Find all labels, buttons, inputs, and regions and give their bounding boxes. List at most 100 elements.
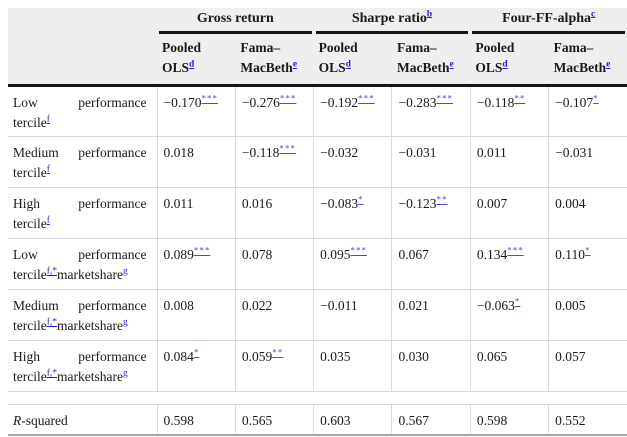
table-cell: 0.011	[156, 187, 236, 239]
table-row-low-tercile: Low performance tercilef −0.170*** −0.27…	[8, 85, 627, 137]
table-cell: 0.021	[391, 289, 471, 341]
group-label: Gross return	[196, 11, 274, 26]
group-header-four-ff-alpha: Four-FF-alphac	[470, 8, 627, 34]
table-cell: 0.565	[234, 404, 314, 436]
row-label: Low performance tercilef,*marketshareg	[8, 238, 157, 290]
group-label: Four-FF-alpha	[502, 11, 592, 26]
group-header-sharpe-ratio: Sharpe ratiob	[313, 8, 471, 34]
table-cell: 0.095***	[313, 238, 392, 290]
footnote-link-f[interactable]: f	[46, 215, 50, 226]
group-header-row: Gross return Sharpe ratiob Four-FF-alpha…	[8, 8, 627, 34]
table-cell: −0.118**	[469, 85, 549, 137]
footnote-link-b[interactable]: b	[426, 9, 433, 20]
row-label: Medium performance tercilef	[8, 136, 157, 188]
table-cell: 0.598	[156, 404, 236, 436]
significance-link[interactable]: **	[272, 347, 284, 358]
group-label: Sharpe ratio	[351, 11, 427, 26]
footnote-link-f[interactable]: f	[46, 114, 50, 125]
significance-link[interactable]: ***	[350, 245, 368, 256]
table-cell: 0.603	[313, 404, 392, 436]
table-cell: 0.004	[548, 187, 627, 239]
col-header-fama-macbeth-1: Fama– MacBethe	[235, 34, 314, 87]
significance-link[interactable]: ***	[193, 245, 211, 256]
significance-link[interactable]: **	[436, 194, 448, 205]
table-cell: 0.035	[313, 340, 392, 392]
corner-cell	[8, 8, 157, 34]
table-cell: 0.567	[391, 404, 471, 436]
significance-link[interactable]: ***	[279, 93, 297, 104]
table-cell: −0.283***	[391, 85, 471, 137]
row-label: Low performance tercilef	[8, 85, 157, 137]
table-cell: −0.192***	[313, 85, 392, 137]
table-cell: 0.065	[469, 340, 549, 392]
footnote-link-g[interactable]: g	[123, 368, 128, 379]
regression-results-table: Gross return Sharpe ratiob Four-FF-alpha…	[8, 8, 627, 436]
footnote-link-f-star[interactable]: f,*	[46, 368, 58, 379]
significance-link[interactable]: ***	[358, 93, 375, 104]
table-row-medium-tercile-marketshare: Medium performance tercilef,*marketshare…	[8, 289, 627, 341]
table-row-low-tercile-marketshare: Low performance tercilef,*marketshareg 0…	[8, 238, 627, 290]
table-cell: 0.011	[469, 136, 549, 188]
table-cell: −0.031	[548, 136, 627, 188]
table-cell: 0.552	[548, 404, 627, 436]
table-cell: 0.018	[156, 136, 236, 188]
table-cell: 0.110*	[548, 238, 627, 290]
col-header-fama-macbeth-3: Fama– MacBethe	[548, 34, 627, 87]
table-row-high-tercile: High performance tercilef 0.011 0.016 −0…	[8, 187, 627, 239]
significance-link[interactable]: *	[585, 245, 591, 256]
column-header-row: Pooled OLSd Fama– MacBethe Pooled OLSd Fama…	[8, 34, 627, 87]
significance-link[interactable]: *	[193, 347, 200, 358]
table-cell: 0.007	[469, 187, 549, 239]
footnote-link-e[interactable]: e	[606, 59, 611, 70]
table-cell: 0.016	[234, 187, 314, 239]
table-cell: −0.170***	[156, 85, 236, 137]
col-header-pooled-ols-2: Pooled OLSd	[313, 34, 392, 87]
significance-link[interactable]: ***	[436, 93, 453, 104]
table-cell: −0.032	[313, 136, 392, 188]
table-row-high-tercile-marketshare: High performance tercilef,*marketshareg …	[8, 340, 627, 392]
table-cell: 0.134***	[469, 238, 549, 290]
footnote-link-d[interactable]: d	[189, 59, 195, 70]
table-cell: 0.005	[548, 289, 627, 341]
footnote-link-d[interactable]: d	[502, 59, 508, 70]
table-cell: 0.084*	[156, 340, 236, 392]
table-cell: 0.598	[469, 404, 549, 436]
significance-link[interactable]: *	[593, 93, 599, 104]
table-cell: 0.059**	[234, 340, 314, 392]
col-header-fama-macbeth-2: Fama– MacBethe	[391, 34, 471, 87]
table-cell: −0.083*	[313, 187, 392, 239]
table-cell: 0.078	[234, 238, 314, 290]
table-cell: 0.057	[548, 340, 627, 392]
significance-link[interactable]: *	[514, 296, 521, 307]
footnote-link-c[interactable]: c	[591, 9, 596, 20]
table-cell: 0.022	[234, 289, 314, 341]
footnote-link-f-star[interactable]: f,*	[46, 317, 58, 328]
row-label: High performance tercilef	[8, 187, 157, 239]
group-header-gross-return: Gross return	[157, 8, 314, 34]
table-cell: −0.276***	[234, 85, 314, 137]
significance-link[interactable]: ***	[279, 143, 296, 154]
significance-link[interactable]: **	[514, 93, 526, 104]
spacer-cell	[8, 391, 627, 405]
significance-link[interactable]: *	[358, 194, 364, 205]
significance-link[interactable]: ***	[507, 245, 524, 256]
footnote-link-f[interactable]: f	[46, 164, 50, 175]
footnote-link-d[interactable]: d	[345, 59, 351, 70]
footnote-link-f-star[interactable]: f,*	[46, 266, 58, 277]
footnote-link-g[interactable]: g	[123, 266, 128, 277]
footnote-link-e[interactable]: e	[292, 59, 298, 70]
table-cell: −0.123**	[391, 187, 471, 239]
table-cell: −0.031	[391, 136, 471, 188]
footnote-link-e[interactable]: e	[449, 59, 454, 70]
table-cell: −0.063*	[469, 289, 549, 341]
table-cell: −0.011	[313, 289, 392, 341]
table-row-medium-tercile: Medium performance tercilef 0.018 −0.118…	[8, 136, 627, 188]
table-cell: −0.118***	[234, 136, 314, 188]
significance-link[interactable]: ***	[201, 93, 218, 104]
table-cell: −0.107*	[548, 85, 627, 137]
table-cell: 0.030	[391, 340, 471, 392]
table-cell: 0.008	[156, 289, 236, 341]
footnote-link-g[interactable]: g	[123, 317, 128, 328]
spacer-row	[8, 391, 627, 405]
